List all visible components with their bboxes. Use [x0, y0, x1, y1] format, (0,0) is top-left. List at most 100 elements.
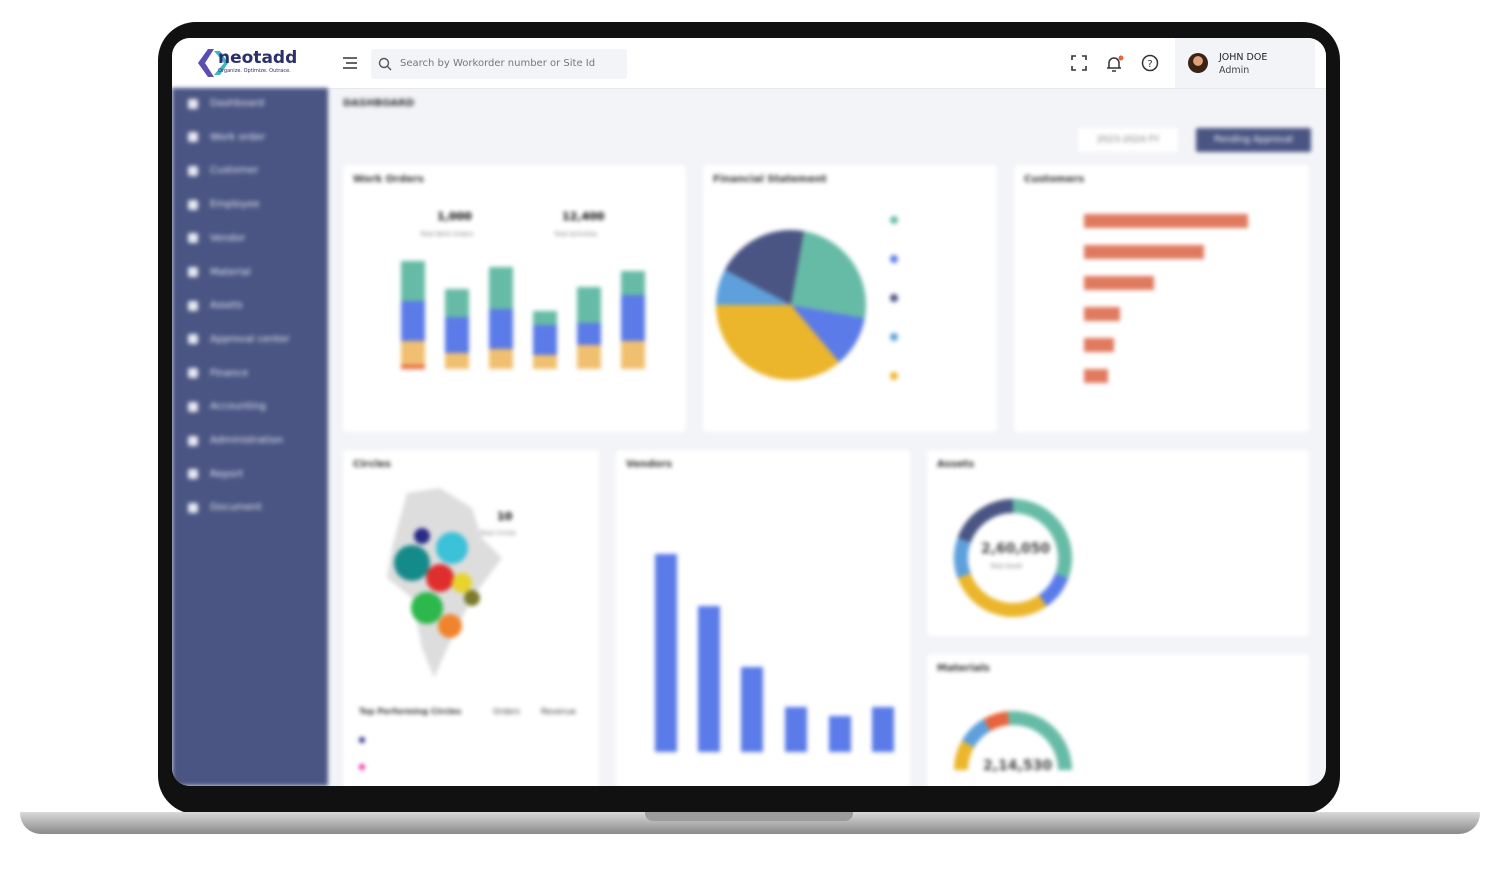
menu-item[interactable]: Report	[188, 469, 243, 480]
graphic	[401, 341, 425, 361]
donut-label: Total Asset	[990, 563, 1023, 570]
graphic	[872, 707, 894, 752]
graphic	[577, 345, 601, 359]
graphic	[716, 305, 840, 380]
menu-item[interactable]: Vendor	[188, 233, 245, 244]
graphic	[452, 573, 472, 593]
dashboard: DASHBOARD 2023-2024 FY Pending Approval …	[172, 38, 1326, 786]
search-box[interactable]: Search by Workorder number or Site Id	[371, 49, 627, 79]
graphic	[359, 764, 365, 770]
menu-item[interactable]: Accounting	[188, 401, 266, 412]
graphic	[438, 614, 462, 638]
menu-icon	[188, 233, 198, 244]
card-title: Financial Statement	[713, 174, 827, 185]
graphic	[394, 545, 430, 581]
graphic	[445, 317, 469, 353]
graphic	[1012, 499, 1072, 579]
graphic	[621, 359, 645, 369]
laptop-base	[20, 812, 1480, 834]
graphic	[414, 528, 430, 544]
graphic	[890, 294, 898, 302]
graphic	[954, 740, 975, 771]
graphic	[445, 363, 469, 369]
graphic	[1084, 245, 1204, 259]
graphic	[621, 271, 645, 295]
header-icons[interactable]: ?	[1070, 54, 1160, 74]
customers-card	[1014, 165, 1309, 432]
graphic	[655, 554, 677, 752]
menu-label: Employee	[210, 199, 260, 211]
menu-item[interactable]: Finance	[188, 368, 248, 379]
menu-label: Document	[210, 502, 262, 514]
graphic	[954, 537, 971, 579]
card-title: Assets	[937, 459, 975, 470]
menu-item[interactable]: Administration	[188, 435, 283, 446]
graphic	[577, 323, 601, 345]
card-title: Vendors	[626, 459, 673, 470]
tagline: Organize. Optimize. Outrace.	[218, 68, 291, 74]
user-panel[interactable]: JOHN DOE Admin	[1175, 38, 1315, 88]
menu-toggle[interactable]	[342, 56, 358, 70]
search-icon	[378, 57, 392, 71]
sidebar: Dashboard Work order Customer Employee Vendo…	[172, 88, 328, 786]
graphic	[426, 564, 454, 592]
graphic	[785, 707, 807, 752]
menu-icon	[188, 132, 198, 143]
pending-approval-button[interactable]: Pending Approval	[1196, 128, 1311, 152]
menu-item[interactable]: Assets	[188, 300, 243, 311]
screen: neotadd Organize. Optimize. Outrace. Sea…	[172, 38, 1326, 786]
menu-item[interactable]: Employee	[188, 199, 260, 210]
menu-label: Administration	[210, 435, 284, 446]
stat: 12,400	[562, 210, 605, 223]
menu-icon	[188, 502, 198, 513]
graphic	[957, 499, 1014, 543]
menu-icon	[188, 469, 198, 480]
graphic	[741, 667, 763, 752]
user-role: Admin	[1219, 65, 1250, 76]
card-title: Materials	[937, 663, 990, 674]
svg-text:?: ?	[1147, 59, 1152, 70]
graphic	[1038, 573, 1069, 607]
period-select[interactable]: 2023-2024 FY	[1078, 128, 1178, 152]
menu-label: Dashboard	[210, 98, 265, 109]
stat-label: Total Circles	[480, 530, 516, 537]
menu-label: Customer	[210, 165, 259, 177]
menu-label: Material	[210, 266, 251, 278]
menu-icon	[188, 199, 198, 210]
menu-item[interactable]: Customer	[188, 165, 259, 176]
graphic	[890, 333, 898, 341]
menu-label: Report	[210, 468, 244, 480]
menu-label: Work order	[210, 131, 266, 143]
graphic	[401, 365, 425, 369]
graphic	[1084, 338, 1114, 352]
menu-label: Approval center	[210, 333, 290, 345]
graphic	[716, 269, 791, 305]
graphic	[1084, 307, 1120, 321]
donut-total: 2,14,530	[983, 758, 1053, 774]
menu-item[interactable]: Work order	[188, 132, 265, 143]
logo-mark	[198, 49, 228, 77]
menu-item[interactable]: Document	[188, 502, 262, 513]
menu-item[interactable]: Dashboard	[188, 98, 264, 109]
graphic	[1007, 711, 1072, 771]
graphic	[621, 295, 645, 341]
menu-icon	[188, 267, 198, 277]
menu-label: Vendor	[210, 232, 246, 244]
graphic	[464, 590, 480, 606]
card-title: Circles	[353, 459, 391, 470]
menu-item[interactable]: Material	[188, 267, 251, 278]
table-title: Top Performing Circles	[359, 707, 462, 716]
graphic	[791, 305, 865, 363]
stat: 1,000	[437, 210, 472, 223]
brand: neotadd	[218, 48, 298, 68]
graphic	[621, 341, 645, 359]
avatar	[1188, 53, 1208, 73]
stat-label: Total Work Orders	[420, 231, 474, 238]
graphic	[359, 737, 365, 743]
graphic	[829, 716, 851, 752]
graphic	[401, 301, 425, 341]
graphic	[533, 325, 557, 355]
menu-item[interactable]: Approval center	[188, 334, 290, 345]
graphic	[698, 606, 720, 752]
